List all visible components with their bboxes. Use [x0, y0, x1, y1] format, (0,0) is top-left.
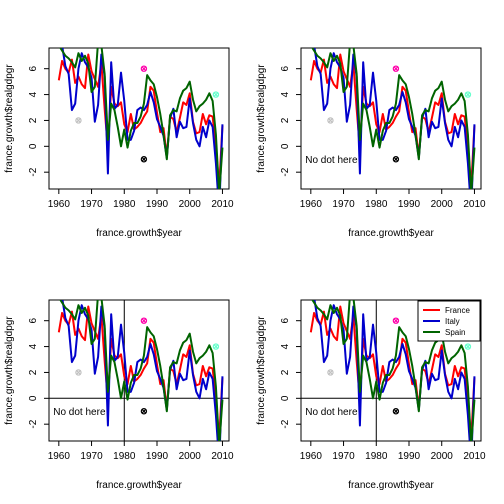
- x-tick-label: 1970: [80, 451, 103, 462]
- plot-frame: [300, 47, 482, 190]
- point-marker: [140, 65, 148, 72]
- series-line-spain: [59, 300, 224, 441]
- point-marker: [75, 369, 82, 376]
- y-tick-label: 2: [280, 369, 291, 375]
- series-line-spain: [311, 48, 476, 189]
- y-axis-label: france.growth$realgdpgr: [4, 316, 15, 425]
- series-line-spain: [59, 48, 224, 189]
- x-tick-label: 2000: [431, 451, 454, 462]
- point-marker: [464, 91, 472, 98]
- plot-area: [57, 48, 224, 189]
- y-tick-label: 2: [28, 117, 39, 123]
- x-tick-label: 1990: [398, 199, 421, 210]
- annotation-text: No dot here: [305, 155, 358, 166]
- y-tick-label: 2: [28, 369, 39, 375]
- y-tick-label: 4: [280, 91, 291, 97]
- x-tick-label: 2000: [431, 199, 454, 210]
- x-tick-label: 2010: [211, 451, 234, 462]
- x-tick-label: 2010: [211, 199, 234, 210]
- y-tick-label: 4: [28, 343, 39, 349]
- point-marker: [392, 317, 400, 324]
- x-tick-label: 1980: [113, 199, 136, 210]
- point-marker: [392, 65, 400, 72]
- y-tick-label: -2: [280, 167, 291, 176]
- plot-area: [301, 300, 481, 441]
- point-marker: [212, 91, 220, 98]
- y-axis-label: france.growth$realgdpgr: [256, 64, 267, 173]
- point-marker: [464, 343, 472, 350]
- chart-panel-2: 1960 1970 1980 1990 2000 2010 -2 0 2 4 6 france.gro…: [256, 47, 486, 239]
- plot-frame: [48, 47, 230, 190]
- y-tick-label: 6: [280, 65, 291, 71]
- x-axis-label: france.growth$year: [96, 480, 182, 491]
- x-tick-label: 2010: [463, 451, 486, 462]
- series-line-italy: [61, 48, 224, 189]
- y-tick-label: -2: [28, 167, 39, 176]
- x-tick-label: 1960: [48, 451, 71, 462]
- y-axis-label: france.growth$realgdpgr: [4, 64, 15, 173]
- y-tick-label: 0: [280, 395, 291, 401]
- point-marker: [327, 369, 334, 376]
- series-line-spain: [311, 300, 476, 441]
- x-tick-label: 1960: [300, 451, 323, 462]
- point-marker: [140, 317, 148, 324]
- x-tick-label: 2000: [179, 199, 202, 210]
- y-axis-label: france.growth$realgdpgr: [256, 316, 267, 425]
- x-tick-label: 1960: [300, 199, 323, 210]
- chart-panel-3: 1960 1970 1980 1990 2000 2010 -2 0 2 4 6 france.gro…: [4, 299, 234, 491]
- x-tick-label: 2000: [179, 451, 202, 462]
- y-tick-label: 0: [280, 143, 291, 149]
- y-tick-label: -2: [28, 419, 39, 428]
- series-line-france: [309, 53, 476, 188]
- point-marker: [140, 156, 148, 163]
- x-axis-label: france.growth$year: [348, 228, 434, 239]
- point-marker: [140, 408, 148, 415]
- chart-panel-1: 1960 1970 1980 1990 2000 2010 -2 0 2 4 6 france.gro…: [4, 47, 234, 239]
- annotation-text: No dot here: [305, 407, 358, 418]
- legend-label: Italy: [445, 317, 460, 326]
- plot-frame: [48, 299, 230, 442]
- annotation-text: No dot here: [53, 407, 106, 418]
- point-marker: [212, 343, 220, 350]
- x-tick-label: 1980: [365, 199, 388, 210]
- point-marker: [75, 117, 82, 124]
- plot-area: [49, 300, 229, 441]
- series-line-france: [57, 53, 224, 188]
- y-tick-label: -2: [280, 419, 291, 428]
- y-tick-label: 6: [28, 65, 39, 71]
- y-tick-label: 6: [280, 317, 291, 323]
- x-axis-label: france.growth$year: [96, 228, 182, 239]
- x-tick-label: 1990: [146, 199, 169, 210]
- y-tick-label: 0: [28, 143, 39, 149]
- legend: France Italy Spain: [417, 300, 481, 342]
- x-tick-label: 1980: [113, 451, 136, 462]
- plot-area: [309, 48, 476, 189]
- x-axis-label: france.growth$year: [348, 480, 434, 491]
- y-tick-label: 4: [280, 343, 291, 349]
- x-tick-label: 1970: [332, 199, 355, 210]
- legend-label: Spain: [445, 328, 465, 337]
- x-tick-label: 1960: [48, 199, 71, 210]
- series-line-italy: [313, 48, 476, 189]
- y-tick-label: 0: [28, 395, 39, 401]
- legend-label: France: [445, 306, 470, 315]
- chart-panel-4: 1960 1970 1980 1990 2000 2010 -2 0 2 4 6 france.gro…: [256, 299, 486, 491]
- series-line-france: [57, 305, 224, 440]
- x-tick-label: 1970: [80, 199, 103, 210]
- point-marker: [392, 156, 400, 163]
- point-marker: [327, 117, 334, 124]
- y-tick-label: 2: [280, 117, 291, 123]
- x-tick-label: 1980: [365, 451, 388, 462]
- plot-frame: [300, 299, 482, 442]
- point-marker: [392, 408, 400, 415]
- series-line-italy: [313, 300, 476, 441]
- series-line-italy: [61, 300, 224, 441]
- y-tick-label: 6: [28, 317, 39, 323]
- y-tick-label: 4: [28, 91, 39, 97]
- x-tick-label: 1970: [332, 451, 355, 462]
- x-tick-label: 1990: [398, 451, 421, 462]
- x-tick-label: 2010: [463, 199, 486, 210]
- x-tick-label: 1990: [146, 451, 169, 462]
